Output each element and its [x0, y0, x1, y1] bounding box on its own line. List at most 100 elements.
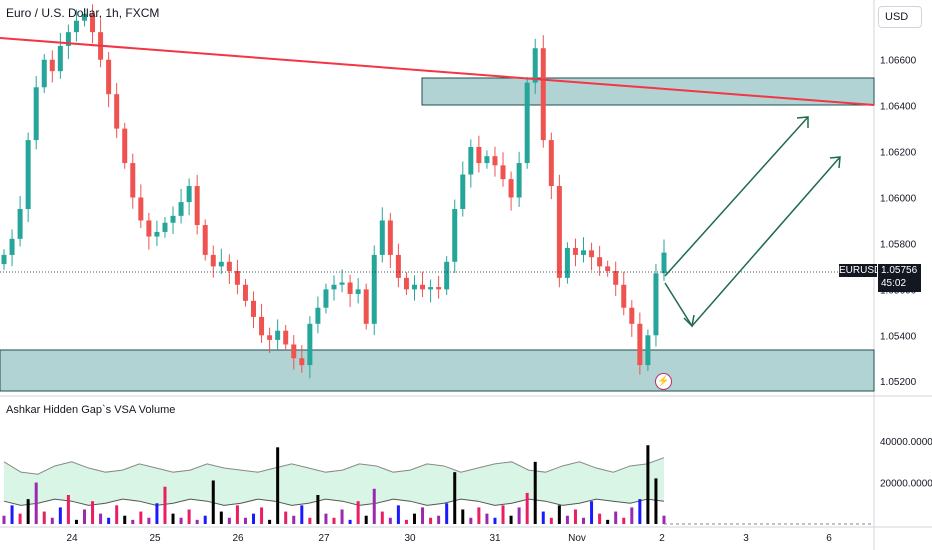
candle — [387, 212, 393, 269]
volume-bar — [598, 513, 602, 524]
candle — [186, 178, 192, 216]
candle — [452, 199, 458, 274]
resistance-zone[interactable] — [421, 77, 875, 106]
candle-body — [259, 316, 265, 336]
candle — [371, 245, 377, 336]
indicator-title[interactable]: Ashkar Hidden Gap`s VSA Volume — [6, 404, 176, 416]
candle — [363, 283, 369, 330]
candle — [162, 217, 168, 238]
candle-body — [242, 284, 248, 301]
volume-bar — [396, 505, 400, 524]
candle — [170, 206, 176, 235]
candle — [564, 242, 570, 284]
volume-bar — [380, 511, 384, 524]
candle-body — [130, 163, 136, 198]
candle — [90, 4, 96, 44]
support-zone[interactable] — [0, 349, 875, 392]
candle — [403, 272, 409, 296]
candle — [178, 189, 184, 224]
volume-bar — [429, 517, 433, 524]
candle-body — [605, 266, 611, 271]
volume-bar — [549, 517, 553, 524]
candle — [492, 146, 498, 177]
candle — [484, 150, 490, 169]
volume-bar — [74, 519, 78, 524]
price-axis[interactable]: 1.068001.066001.064001.062001.060001.058… — [880, 10, 917, 388]
candle — [251, 291, 257, 329]
volume-bar — [388, 517, 392, 524]
volume-bar — [139, 511, 143, 524]
candle-body — [411, 284, 417, 290]
candle — [242, 279, 248, 307]
candle — [283, 324, 289, 351]
volume-bar — [260, 507, 264, 524]
candle-body — [178, 202, 184, 216]
volume-bar — [453, 472, 457, 524]
volume-bar — [324, 513, 328, 524]
candle — [597, 245, 603, 276]
candle — [146, 212, 152, 250]
candle — [291, 335, 297, 370]
volume-bar — [662, 515, 666, 524]
volume-bar — [276, 447, 280, 524]
time-tick-label: 3 — [743, 533, 749, 544]
volume-bar — [284, 511, 288, 524]
volume-bar — [179, 517, 183, 524]
projection-arrows[interactable] — [664, 116, 841, 328]
volume-bar — [187, 509, 191, 524]
candle — [194, 174, 200, 235]
candle-body — [420, 284, 426, 290]
candle — [1, 249, 7, 270]
candle — [307, 316, 313, 379]
volume-bar — [622, 517, 626, 524]
candle — [202, 219, 208, 261]
volume-bar — [252, 513, 256, 524]
candle — [138, 184, 144, 229]
currency-button[interactable]: USD — [878, 6, 922, 28]
time-tick-label: 2 — [659, 533, 665, 544]
current-price-badge: 1.05756 45:02 — [878, 264, 921, 292]
volume-bar — [509, 515, 513, 524]
candle-body — [387, 220, 393, 255]
symbol-title[interactable]: Euro / U.S. Dollar, 1h, FXCM — [6, 6, 160, 20]
volume-bar — [316, 494, 320, 524]
candle — [154, 220, 160, 246]
candle — [122, 122, 128, 169]
arrowhead-2b — [829, 156, 841, 169]
time-tick-label: 27 — [318, 533, 330, 544]
volume-bar — [235, 505, 239, 524]
volume-bar — [82, 509, 86, 524]
candle — [114, 82, 120, 139]
volume-bar — [404, 519, 408, 524]
volume-bar — [123, 515, 127, 524]
lightning-icon[interactable]: ⚡ — [655, 373, 672, 390]
candle — [581, 237, 587, 263]
candle — [275, 319, 281, 350]
arrowhead-1 — [796, 116, 809, 128]
volume-bar — [437, 515, 441, 524]
candle — [259, 303, 265, 343]
volume-bar — [654, 478, 658, 524]
arrow-path-2[interactable] — [664, 156, 841, 328]
candle-body — [307, 323, 313, 366]
candle — [444, 256, 450, 296]
time-axis[interactable]: 24 25 26 27 30 31 Nov 2 3 6 — [66, 533, 832, 544]
candle-body — [106, 59, 112, 95]
candle-body — [170, 215, 176, 223]
candle — [605, 260, 611, 277]
candle-body — [589, 250, 595, 258]
descending-trendline[interactable] — [0, 37, 875, 106]
candle — [589, 242, 595, 271]
bar-countdown: 45:02 — [881, 278, 907, 289]
volume-bar — [573, 509, 577, 524]
current-price-value: 1.05756 — [881, 265, 918, 276]
candle — [218, 248, 224, 274]
volume-bar — [525, 492, 529, 524]
arrow-path-1[interactable] — [664, 116, 809, 277]
candle-body — [226, 261, 232, 271]
volume-pane — [2, 445, 874, 525]
volume-bar — [171, 513, 175, 524]
candle-body — [661, 252, 667, 274]
candle-body — [492, 156, 498, 166]
